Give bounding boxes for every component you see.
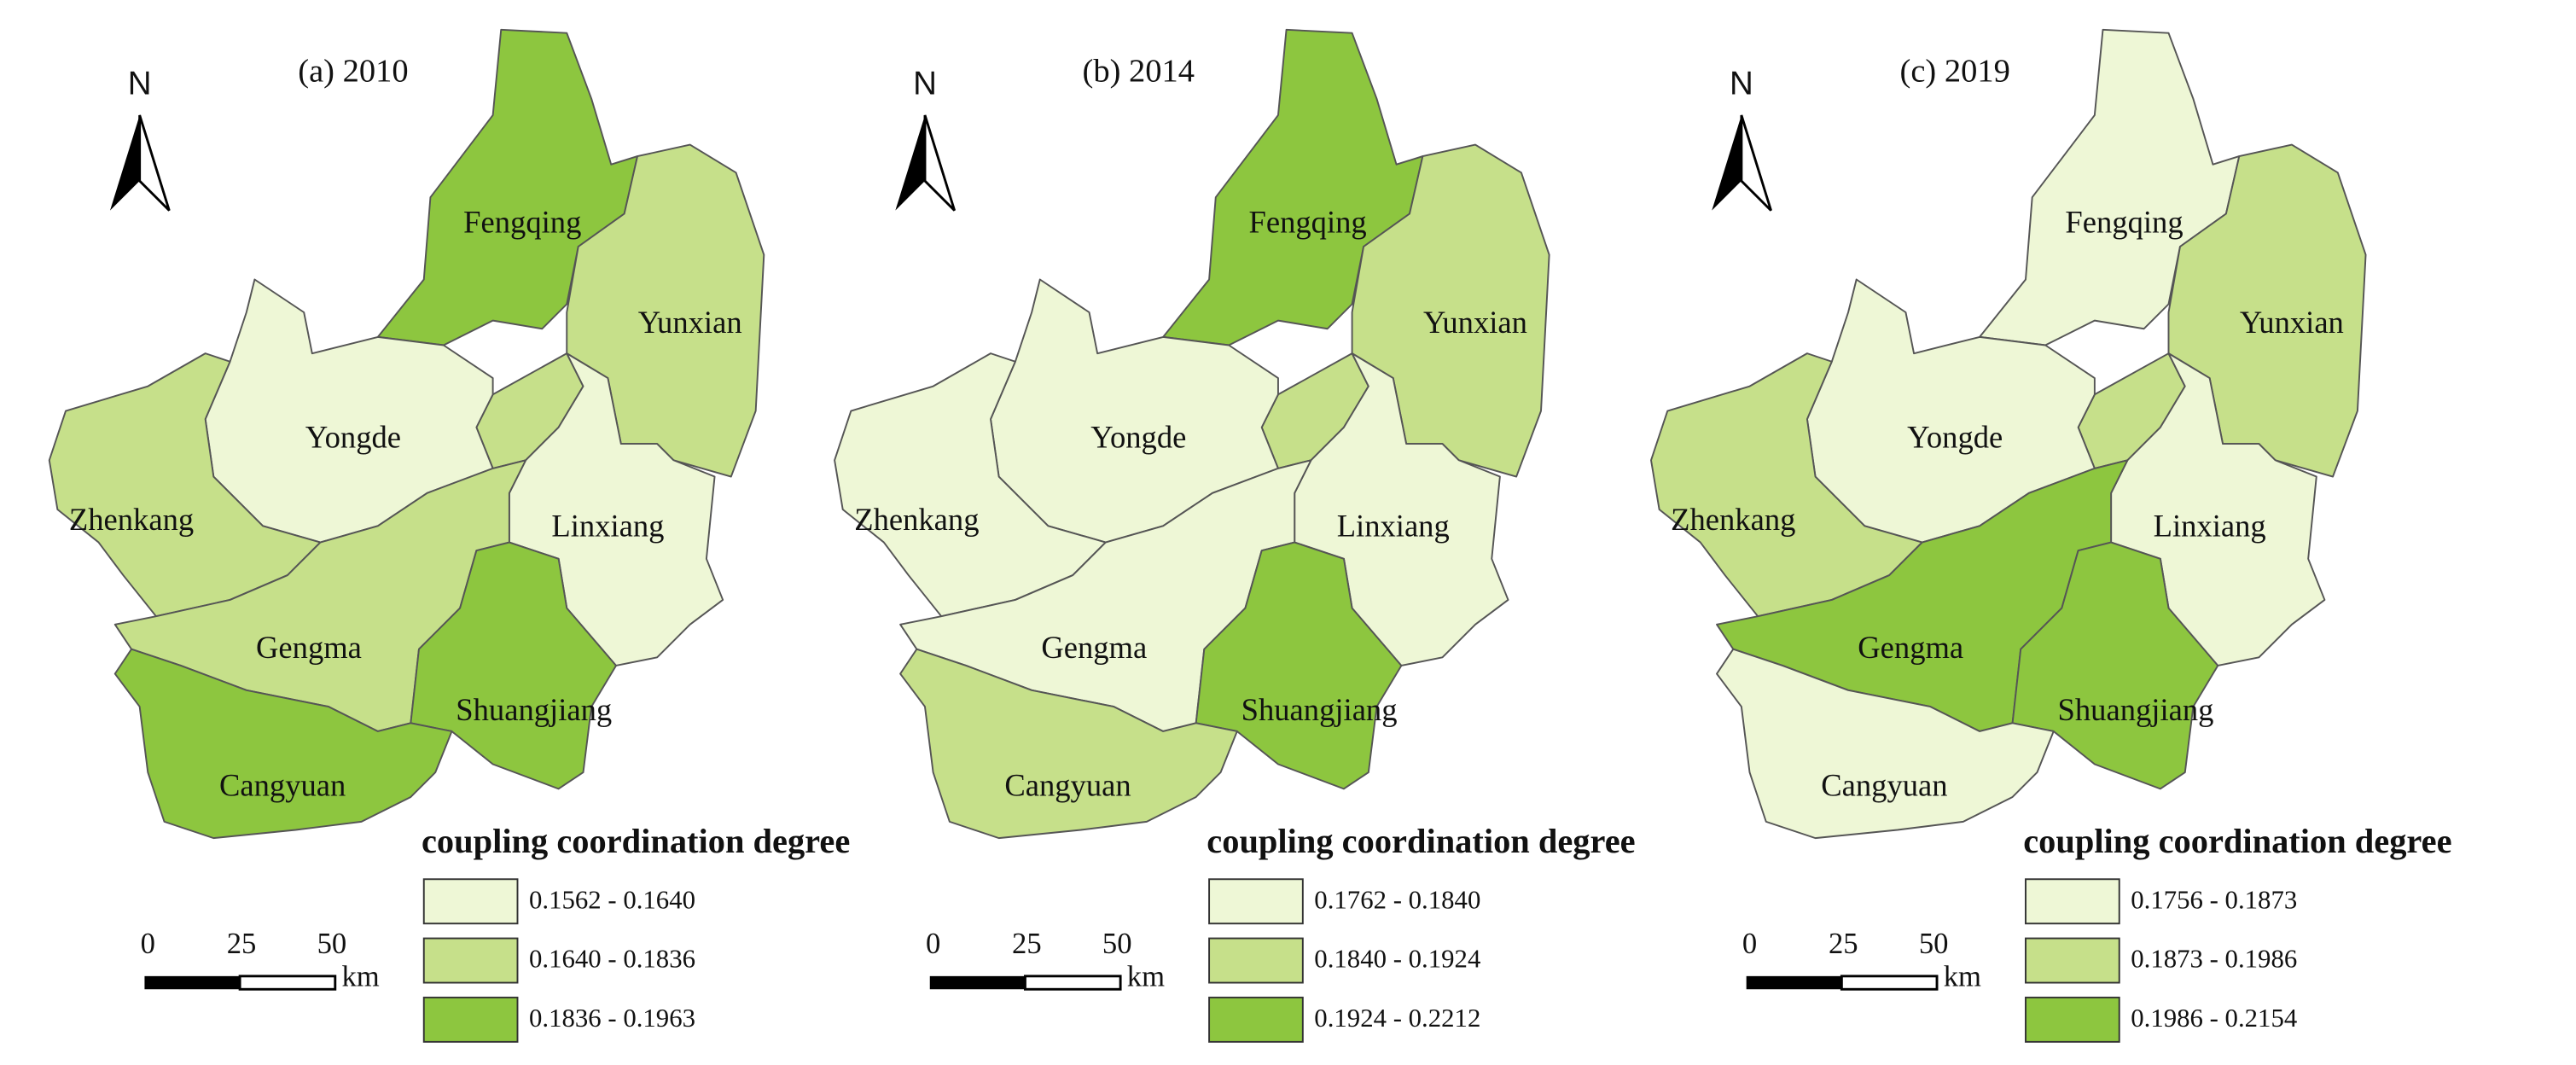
- north-label: N: [128, 65, 152, 102]
- north-arrow-right: [138, 114, 171, 212]
- legend-swatch: [2025, 937, 2120, 984]
- region: [2011, 541, 2219, 790]
- region-label: Linxiang: [1337, 509, 1450, 544]
- region-label: Cangyuan: [219, 768, 346, 803]
- scale-bar-black: [929, 975, 1026, 990]
- north-arrow-right: [1740, 114, 1772, 212]
- north-arrow-right: [923, 114, 957, 212]
- region: [1716, 648, 2055, 840]
- region-label: Shuangjiang: [2058, 692, 2214, 727]
- region: [113, 648, 453, 840]
- region-label: Yunxian: [638, 305, 742, 340]
- region: [1162, 28, 1424, 346]
- scale-unit: km: [1127, 961, 1165, 993]
- north-arrow-left: [110, 114, 140, 211]
- scale-tick-label: 50: [1102, 928, 1132, 960]
- north-label: N: [1730, 65, 1753, 102]
- scale-tick-label: 0: [1742, 928, 1757, 960]
- region: [1979, 28, 2241, 346]
- region-label: Yunxian: [1423, 305, 1527, 340]
- scale-tick-label: 25: [1829, 928, 1858, 960]
- region-label: Zhenkang: [854, 502, 979, 537]
- legend-label: 0.1986 - 0.2154: [2131, 1004, 2297, 1033]
- legend-swatch: [1208, 878, 1304, 925]
- legend-swatch: [422, 937, 519, 984]
- scale-unit: km: [1944, 961, 1981, 993]
- region-label: Shuangjiang: [1241, 692, 1398, 727]
- map-panel: Fengqing Yunxian Yongde Zhenkang Linxiang Gen…: [1650, 28, 2452, 1043]
- legend-label: 0.1836 - 0.1963: [529, 1004, 695, 1033]
- scale-bar-white: [1840, 975, 1939, 991]
- legend-swatch: [1208, 937, 1304, 984]
- map-panel: Fengqing Yunxian Yongde Zhenkang Linxiang Gen…: [48, 28, 850, 1043]
- legend-swatch: [1208, 996, 1304, 1043]
- region-label: Yongde: [1907, 420, 2003, 455]
- legend-swatch: [2025, 878, 2120, 925]
- region: [899, 648, 1238, 840]
- legend-title: coupling coordination degree: [422, 822, 850, 860]
- legend-label: 0.1756 - 0.1873: [2131, 885, 2297, 914]
- region-label: Yunxian: [2240, 305, 2344, 340]
- legend-swatch: [422, 996, 519, 1043]
- north-label: N: [913, 65, 937, 102]
- scale-tick-label: 50: [1919, 928, 1949, 960]
- map-panel: Fengqing Yunxian Yongde Zhenkang Linxiang Gen…: [834, 28, 1636, 1043]
- region-label: Cangyuan: [1821, 768, 1947, 803]
- legend-label: 0.1640 - 0.1836: [529, 945, 695, 974]
- legend-swatch: [2025, 996, 2120, 1043]
- region-label: Shuangjiang: [456, 692, 612, 727]
- legend-label: 0.1562 - 0.1640: [529, 885, 695, 914]
- legend-swatch: [422, 878, 519, 925]
- north-arrow-left: [895, 114, 925, 211]
- region-label: Yongde: [305, 420, 401, 455]
- region-label: Yongde: [1090, 420, 1186, 455]
- scale-bar-black: [144, 975, 241, 990]
- scale-tick-label: 0: [141, 928, 155, 960]
- scale-bar-white: [238, 975, 337, 991]
- region-label: Cangyuan: [1004, 768, 1131, 803]
- legend-label: 0.1873 - 0.1986: [2131, 945, 2297, 974]
- panel-title: (b) 2014: [1083, 54, 1195, 90]
- scale-bar-black: [1746, 975, 1842, 990]
- region-label: Gengma: [1041, 630, 1147, 665]
- panel-title: (a) 2010: [298, 54, 408, 90]
- north-arrow-left: [1712, 114, 1742, 211]
- region-label: Zhenkang: [69, 502, 194, 537]
- region-label: Fengqing: [2065, 204, 2183, 239]
- scale-unit: km: [341, 961, 379, 993]
- legend-label: 0.1840 - 0.1924: [1314, 945, 1480, 974]
- legend-title: coupling coordination degree: [2023, 822, 2451, 860]
- region-label: Linxiang: [2154, 509, 2266, 544]
- legend-label: 0.1762 - 0.1840: [1314, 885, 1480, 914]
- region: [410, 541, 617, 790]
- scale-tick-label: 0: [926, 928, 940, 960]
- region-label: Fengqing: [463, 204, 581, 239]
- region-label: Gengma: [256, 630, 362, 665]
- scale-bar-white: [1023, 975, 1122, 991]
- region: [376, 28, 639, 346]
- legend-title: coupling coordination degree: [1207, 822, 1635, 860]
- region-label: Linxiang: [551, 509, 664, 544]
- scale-tick-label: 25: [1012, 928, 1042, 960]
- scale-tick-label: 25: [227, 928, 257, 960]
- legend-label: 0.1924 - 0.2212: [1314, 1004, 1480, 1033]
- panel-title: (c) 2019: [1900, 54, 2010, 90]
- region-label: Zhenkang: [1671, 502, 1795, 537]
- region: [1195, 541, 1403, 790]
- region-label: Gengma: [1858, 630, 1963, 665]
- region-label: Fengqing: [1249, 204, 1367, 239]
- scale-tick-label: 50: [317, 928, 347, 960]
